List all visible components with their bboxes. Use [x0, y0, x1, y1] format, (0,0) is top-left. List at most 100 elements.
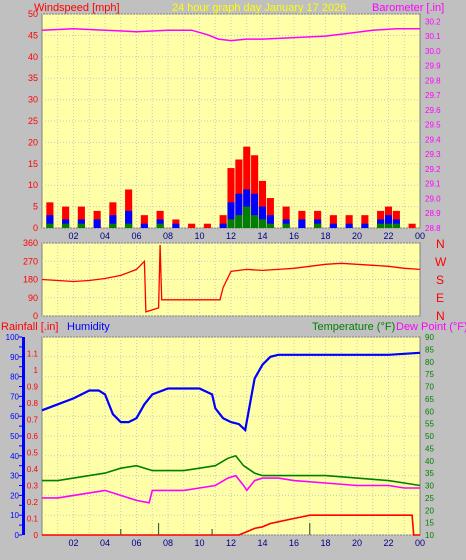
wind-lull-bar: [235, 215, 243, 228]
barometer-tick-label: 30.1: [425, 32, 441, 41]
humidity-tick-label: 90: [10, 353, 19, 362]
rainfall-tick-label: 0.4: [27, 465, 39, 474]
barometer-tick-label: 30.2: [425, 17, 441, 26]
rainfall-tick-label: 0.6: [27, 432, 39, 441]
x-tick-label: 22: [383, 538, 393, 548]
rainfall-tick-label: 0.9: [27, 383, 39, 392]
barometer-axis-title: Barometer [.in]: [372, 2, 444, 14]
wind-average-bar: [46, 215, 54, 228]
x-tick-label: 14: [257, 231, 267, 241]
x-tick-label: 18: [320, 538, 330, 548]
direction-label-n-bottom: N: [436, 309, 445, 323]
rainfall-tick-label: 1.1: [27, 350, 39, 359]
wind-average-bar: [266, 215, 274, 228]
wind-gust-bar: [219, 215, 227, 228]
windspeed-tick-label: 50: [28, 9, 38, 19]
x-tick-label: 16: [289, 538, 299, 548]
series-line-rain: [42, 514, 420, 536]
rainfall-tick-label: 0.8: [27, 399, 39, 408]
wind-lull-bar: [377, 223, 385, 228]
x-tick-label: 16: [289, 231, 299, 241]
rainfall-tick-label: 0.5: [27, 449, 39, 458]
wind-lull-bar: [314, 223, 322, 228]
humidity-tick-label: 100: [6, 333, 20, 342]
rainfall-tick-label: 1: [34, 366, 39, 375]
wind-gust-bar: [266, 198, 274, 228]
rainfall-tick-label: 0.3: [27, 482, 39, 491]
axis-layer: 0510152025303540455028.828.929.029.129.2…: [6, 9, 441, 548]
x-tick-label: 20: [352, 538, 362, 548]
graph-title: 24 hour graph day January 17 2026: [172, 2, 346, 14]
wind-gust-bar: [282, 206, 290, 228]
windspeed-axis-title: Windspeed [mph]: [34, 2, 120, 14]
humidity-tick-label: 30: [10, 472, 19, 481]
data-layer: [41, 28, 421, 536]
wind-lull-bar: [243, 206, 251, 228]
wind-lull-bar: [227, 219, 235, 228]
wind-average-bar: [109, 215, 117, 228]
direction-tick-label: 360: [23, 238, 38, 248]
direction-label-w: W: [435, 255, 447, 269]
windspeed-tick-label: 20: [28, 137, 38, 147]
rainfall-tick-label: 0.7: [27, 416, 39, 425]
temperature-tick-label: 45: [425, 444, 434, 453]
wind-lull-bar: [266, 223, 274, 228]
wind-average-bar: [227, 202, 235, 228]
wind-gust-bar: [329, 215, 337, 228]
windspeed-tick-label: 40: [28, 52, 38, 62]
barometer-tick-label: 29.9: [425, 62, 441, 71]
wind-lull-bar: [258, 219, 267, 228]
humidity-tick-label: 10: [10, 511, 19, 520]
x-tick-label: 02: [68, 538, 78, 548]
wind-lull-bar: [77, 223, 85, 228]
windspeed-tick-label: 0: [33, 223, 38, 233]
temperature-tick-label: 90: [425, 333, 434, 342]
humidity-tick-label: 0: [15, 531, 20, 540]
temperature-tick-label: 75: [425, 370, 434, 379]
humidity-tick-label: 20: [10, 491, 19, 500]
temperature-axis-title: Temperature (°F): [312, 321, 395, 333]
series-line-temp: [42, 454, 421, 487]
wind-gust-bar: [140, 215, 148, 228]
temperature-tick-label: 70: [425, 383, 434, 392]
temperature-tick-label: 10: [425, 531, 434, 540]
wind-gust-bar: [203, 223, 211, 228]
x-tick-label: 10: [194, 538, 204, 548]
barometer-line: [41, 28, 420, 42]
humidity-tick-label: 70: [10, 392, 19, 401]
humidity-tick-label: 80: [10, 373, 19, 382]
wind-average-bar: [172, 223, 180, 228]
direction-label-n-top: N: [436, 237, 445, 251]
x-tick-label: 02: [68, 231, 78, 241]
barometer-tick-label: 29.1: [425, 180, 441, 189]
temperature-tick-label: 55: [425, 420, 434, 429]
wind-average-bar: [251, 193, 259, 228]
temperature-tick-label: 65: [425, 395, 434, 404]
x-tick-label: 14: [257, 538, 267, 548]
wind-gust-bar: [345, 215, 353, 228]
rainfall-axis-title: Rainfall [.in]: [1, 321, 58, 333]
wind-gust-bar: [258, 180, 267, 228]
wind-lull-bar: [251, 215, 259, 228]
temperature-tick-label: 85: [425, 345, 434, 354]
wind-average-bar: [93, 219, 101, 228]
wind-gust-bar: [188, 223, 196, 228]
x-tick-label: 00: [415, 538, 425, 548]
rainfall-tick-label: 0: [34, 531, 39, 540]
x-tick-label: 08: [163, 538, 173, 548]
series-line-temp: [42, 474, 420, 504]
wind-lull-bar: [62, 223, 70, 228]
wind-lull-bar: [384, 223, 393, 228]
wind-lull-bar: [282, 223, 290, 228]
temperature-tick-label: 20: [425, 506, 434, 515]
windspeed-tick-label: 5: [33, 202, 38, 212]
wind-average-bar: [219, 223, 227, 228]
x-tick-label: 08: [163, 231, 173, 241]
wind-lull-bar: [156, 223, 164, 228]
x-tick-label: 04: [100, 231, 110, 241]
x-tick-label: 06: [131, 538, 141, 548]
windspeed-tick-label: 10: [28, 180, 38, 190]
dewpoint-axis-title: Dew Point (°F): [396, 321, 466, 333]
